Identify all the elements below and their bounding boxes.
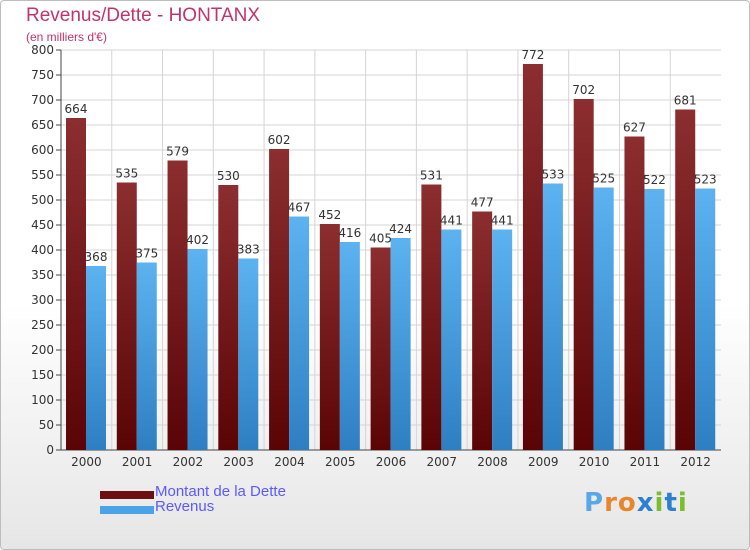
- data-label: 424: [389, 222, 412, 236]
- bar-debt: [218, 185, 239, 450]
- x-tick-label: 2004: [274, 455, 305, 469]
- y-tick-label: 200: [31, 343, 54, 357]
- x-tick-label: 2009: [528, 455, 559, 469]
- axes: 0 50 100 150 200 250 300 350 400 450 500 550 600 650 7…: [31, 43, 721, 469]
- data-label: 681: [674, 94, 697, 108]
- bar-debt: [472, 211, 493, 450]
- x-tick-label: 2011: [630, 455, 661, 469]
- data-label: 467: [288, 201, 311, 215]
- data-label: 627: [623, 121, 646, 135]
- data-label: 441: [491, 214, 514, 228]
- chart-title: Revenus/Dette - HONTANX: [26, 5, 261, 26]
- bar-debt: [319, 224, 340, 450]
- legend-swatch-debt: [100, 491, 154, 499]
- x-tick-label: 2000: [71, 455, 102, 469]
- legend-swatch-revenus: [100, 506, 154, 514]
- y-tick-label: 550: [31, 168, 54, 182]
- data-label: 533: [541, 168, 564, 182]
- bar-revenus: [136, 262, 157, 450]
- y-tick-label: 450: [31, 218, 54, 232]
- x-tick-label: 2010: [579, 455, 610, 469]
- x-tick-label: 2002: [173, 455, 204, 469]
- y-tick-label: 600: [31, 143, 54, 157]
- bar-revenus: [695, 188, 716, 450]
- y-tick-label: 0: [46, 443, 54, 457]
- x-tick-label: 2012: [680, 455, 711, 469]
- data-label: 441: [440, 214, 463, 228]
- data-label: 535: [115, 167, 138, 181]
- bar-debt: [116, 182, 137, 450]
- data-label: 525: [592, 172, 615, 186]
- bar-debt: [269, 149, 290, 450]
- data-label: 477: [471, 196, 494, 210]
- y-tick-label: 500: [31, 193, 54, 207]
- data-label: 452: [318, 208, 341, 222]
- data-label: 368: [85, 250, 108, 264]
- y-tick-label: 800: [31, 43, 54, 57]
- data-label: 523: [694, 173, 717, 187]
- chart-subtitle: (en milliers d'€): [26, 30, 107, 44]
- bar-revenus: [289, 216, 310, 450]
- data-label: 602: [268, 133, 291, 147]
- data-label: 531: [420, 169, 443, 183]
- data-label: 664: [65, 102, 88, 116]
- x-tick-label: 2005: [325, 455, 356, 469]
- bar-revenus: [492, 229, 513, 450]
- bar-revenus: [86, 266, 106, 450]
- y-tick-label: 650: [31, 118, 54, 132]
- bar-revenus: [339, 242, 360, 450]
- bar-revenus: [238, 258, 259, 450]
- x-tick-label: 2003: [223, 455, 254, 469]
- y-tick-label: 250: [31, 318, 54, 332]
- y-tick-label: 750: [31, 68, 54, 82]
- legend-label-revenus: Revenus: [155, 498, 215, 515]
- bar-revenus: [441, 229, 462, 450]
- y-tick-label: 50: [39, 418, 54, 432]
- bar-debt: [624, 136, 645, 450]
- bar-debt: [675, 109, 696, 450]
- data-label: 579: [166, 145, 189, 159]
- y-tick-label: 300: [31, 293, 54, 307]
- data-label: 702: [572, 83, 595, 97]
- bar-revenus: [644, 189, 665, 450]
- data-label: 375: [135, 247, 158, 261]
- y-tick-label: 400: [31, 243, 54, 257]
- x-tick-label: 2007: [426, 455, 457, 469]
- x-tick-label: 2008: [477, 455, 508, 469]
- data-label: 402: [186, 233, 209, 247]
- bar-revenus: [593, 187, 614, 450]
- y-tick-label: 150: [31, 368, 54, 382]
- bar-debt: [421, 184, 442, 450]
- y-tick-label: 100: [31, 393, 54, 407]
- data-label: 772: [521, 48, 544, 62]
- x-tick-label: 2006: [376, 455, 407, 469]
- bar-debt: [522, 64, 543, 450]
- data-label: 405: [369, 232, 392, 246]
- bar-revenus: [390, 238, 411, 450]
- bar-revenus: [542, 183, 563, 450]
- legend-label-debt: Montant de la Dette: [155, 483, 286, 500]
- proxiti-logo: Proxiti: [584, 488, 688, 518]
- data-label: 522: [643, 173, 666, 187]
- bar-revenus: [187, 249, 208, 450]
- data-label: 416: [338, 226, 361, 240]
- bar-debt: [66, 118, 86, 450]
- x-tick-label: 2001: [122, 455, 153, 469]
- y-tick-label: 350: [31, 268, 54, 282]
- bar-debt: [370, 247, 391, 450]
- data-label: 383: [237, 243, 260, 257]
- bar-debt: [167, 160, 188, 450]
- bar-debt: [573, 99, 594, 450]
- bars: [66, 64, 716, 450]
- data-label: 530: [217, 169, 240, 183]
- y-tick-label: 700: [31, 93, 54, 107]
